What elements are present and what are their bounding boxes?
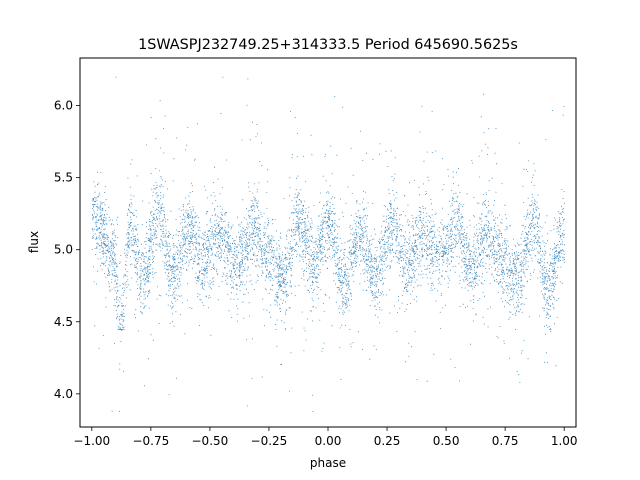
x-tick-label: −1.00 bbox=[73, 434, 110, 448]
y-tick-label: 4.0 bbox=[54, 387, 73, 401]
x-tick-label: −0.75 bbox=[132, 434, 169, 448]
x-tick-label: 0.75 bbox=[492, 434, 519, 448]
x-tick-label: 1.00 bbox=[551, 434, 578, 448]
x-tick-label: 0.50 bbox=[433, 434, 460, 448]
y-tick-label: 5.0 bbox=[54, 243, 73, 257]
y-tick-label: 4.5 bbox=[54, 315, 73, 329]
x-axis-label: phase bbox=[310, 456, 346, 470]
x-tick-label: −0.25 bbox=[251, 434, 288, 448]
y-tick-label: 6.0 bbox=[54, 99, 73, 113]
y-axis-label: flux bbox=[27, 231, 41, 253]
x-tick-label: −0.50 bbox=[192, 434, 229, 448]
x-tick-label: 0.25 bbox=[374, 434, 401, 448]
x-tick-label: 0.00 bbox=[315, 434, 342, 448]
chart-title: 1SWASPJ232749.25+314333.5 Period 645690.… bbox=[138, 37, 518, 53]
y-axis-ticks: 4.0 4.5 5.0 5.5 6.0 bbox=[54, 99, 80, 401]
y-tick-label: 5.5 bbox=[54, 171, 73, 185]
x-axis-ticks: −1.00 −0.75 −0.50 −0.25 0.00 0.25 0.50 0.75 1.00 bbox=[73, 427, 578, 448]
